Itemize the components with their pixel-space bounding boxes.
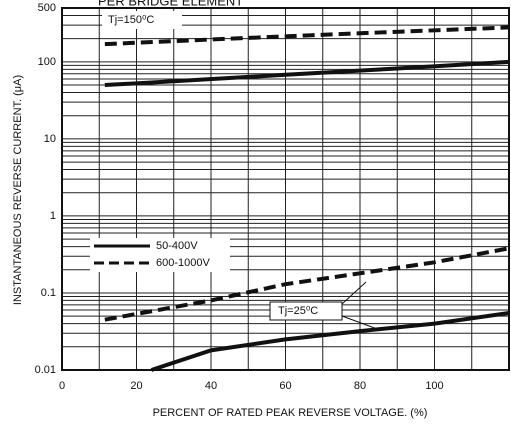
y-tick-label: 500 xyxy=(38,2,56,14)
annotation-box xyxy=(269,301,343,321)
annotation-arrow xyxy=(341,281,367,305)
annotation: Tj=150⁰C xyxy=(108,14,154,26)
annotation-arrow xyxy=(341,315,381,331)
series-line xyxy=(150,310,510,372)
x-tick-label: 20 xyxy=(130,380,142,392)
y-tick-label: 100 xyxy=(38,56,56,68)
x-tick-label: 40 xyxy=(205,380,217,392)
series-line xyxy=(104,59,510,88)
legend-box xyxy=(90,238,230,272)
annotation-box xyxy=(102,11,182,29)
x-tick-label: 60 xyxy=(279,380,291,392)
x-axis-label: PERCENT OF RATED PEAK REVERSE VOLTAGE. (… xyxy=(153,407,428,419)
x-tick-label: 80 xyxy=(354,380,366,392)
x-tick-label: 0 xyxy=(59,380,65,392)
legend-label: 600-1000V xyxy=(156,257,210,269)
plot-frame xyxy=(61,7,510,371)
legend-label: 50-400V xyxy=(156,240,198,252)
y-tick-label: 0.1 xyxy=(41,287,56,299)
series-line xyxy=(104,25,510,47)
y-tick-label: 0.01 xyxy=(35,364,56,376)
y-tick-label: 1 xyxy=(50,210,56,222)
x-tick-label: 100 xyxy=(425,380,443,392)
y-axis-label: INSTANTANEOUS REVERSE CURRENT. (μA) xyxy=(12,75,24,305)
chart-title: PER BRIDGE ELEMENT xyxy=(98,0,243,8)
y-tick-label: 10 xyxy=(44,133,56,145)
annotation: Tj=25⁰C xyxy=(278,305,318,317)
series-line xyxy=(104,246,510,322)
